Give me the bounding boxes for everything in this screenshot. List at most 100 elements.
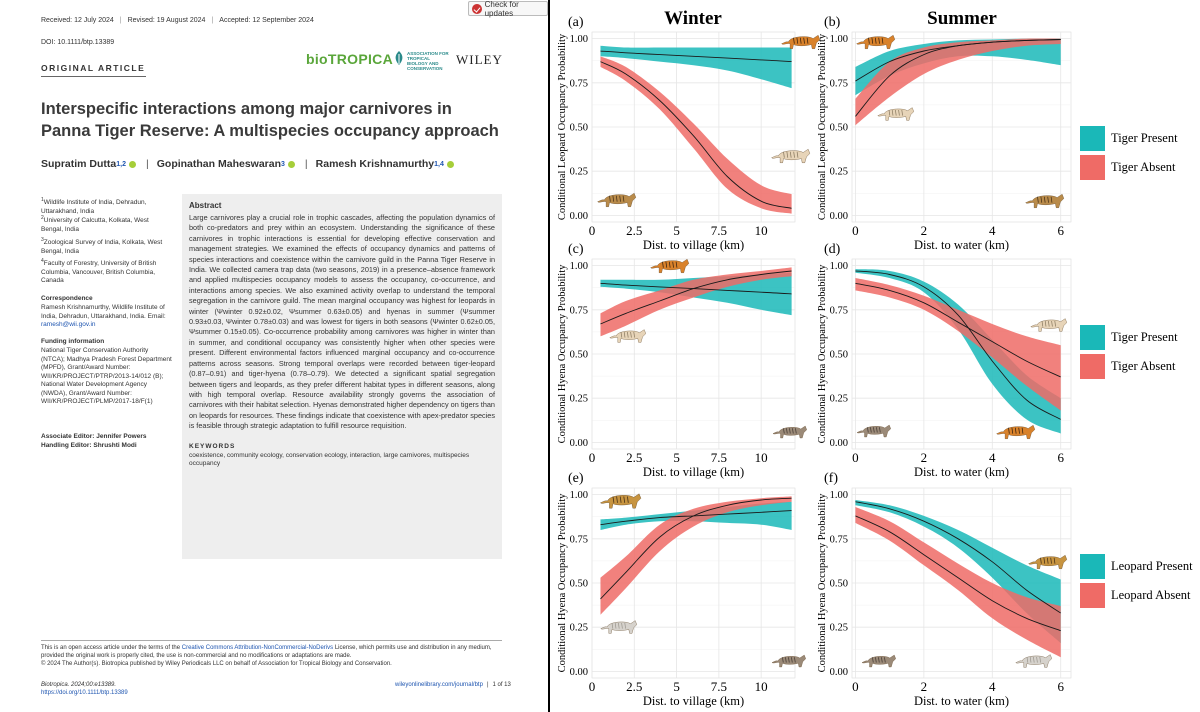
leopard-icon [1028, 554, 1068, 569]
x-tick-label: 7.5 [711, 223, 727, 238]
check-updates-button[interactable]: Check for updates [468, 0, 548, 18]
journal-logo: bioTROPICA [306, 51, 393, 67]
animal-stripe [675, 261, 678, 268]
panel-label: (e) [568, 471, 584, 486]
animal-stripe [1048, 320, 1050, 327]
hyena-icon [856, 424, 891, 438]
author-list: Supratim Dutta 1,2 | Gopinathan Maheswara… [41, 158, 462, 170]
leopard-faded-icon [600, 620, 637, 634]
x-tick-label: 0 [852, 223, 859, 238]
check-updates-label: Check for updates [484, 0, 519, 18]
y-tick-label: 0.25 [570, 623, 588, 634]
license-link[interactable]: Creative Commons Attribution-NonCommerci… [181, 645, 334, 651]
x-tick-label: 0 [852, 679, 859, 694]
correspondence-text: Ramesh Krishnamurthy, Wildlife Institute… [41, 304, 166, 328]
animal-stripe [668, 261, 671, 268]
leopard-faded-icon [1015, 654, 1052, 668]
tiger-faded-icon [877, 107, 914, 121]
animal-stripe [1033, 656, 1035, 663]
legend-tiger-hyena: Tiger Present Tiger Absent [1080, 325, 1178, 379]
animal-stripe [621, 622, 623, 629]
orcid-icon[interactable] [129, 160, 136, 168]
animal-stripe [1011, 427, 1014, 434]
y-tick-label: 1.00 [830, 490, 848, 501]
confidence-band [855, 269, 1061, 434]
animal-stripe [793, 37, 795, 44]
legend-item: Tiger Present [1080, 325, 1178, 350]
animal-stripe [789, 151, 792, 158]
panel-label: (f) [824, 471, 838, 486]
legend-swatch-absent [1080, 583, 1105, 608]
legend-item: Tiger Present [1080, 126, 1178, 151]
received-date: Received: 12 July 2024 [41, 17, 114, 24]
animal-stripe [1047, 196, 1049, 203]
panel-label: (a) [568, 15, 584, 30]
legend-item: Leopard Absent [1080, 583, 1193, 608]
accepted-date: Accepted: 12 September 2024 [219, 17, 314, 24]
society-logo-text: ASSOCIATION FOR TROPICAL BIOLOGY AND CON… [407, 51, 449, 71]
email-link[interactable]: ramesh@wii.gov.in [41, 321, 96, 328]
journal-url-link[interactable]: wileyonlinelibrary.com/journal/btp [395, 682, 483, 688]
animal-stripe [868, 37, 870, 44]
x-axis-label: Dist. to water (km) [914, 694, 1009, 708]
author-name[interactable]: Ramesh Krishnamurthy [315, 158, 435, 170]
x-tick-label: 10 [755, 450, 768, 465]
y-tick-label: 0.00 [570, 438, 588, 449]
y-tick-label: 0.50 [570, 350, 588, 361]
publisher-logo: WILEY [456, 52, 503, 67]
x-axis-label: Dist. to water (km) [914, 238, 1009, 252]
x-tick-label: 10 [755, 223, 768, 238]
chart-panel: 0.00 0.25 0.50 0.75 1.00 0 2.5 5 7.5 10 Dist. to v… [557, 242, 796, 479]
animal-stripe [879, 427, 881, 433]
mean-line [855, 270, 1061, 420]
animal-stripe [619, 496, 622, 503]
article-type-rule [41, 76, 146, 77]
footer-rule [41, 640, 502, 641]
y-tick-label: 0.75 [570, 534, 588, 545]
animal-stripe [796, 37, 799, 44]
funding-heading: Funding information [41, 338, 105, 345]
chart-panel: 0.00 0.25 0.50 0.75 1.00 0 2 4 6 Dist. to water (… [817, 15, 1072, 252]
animal-stripe [888, 109, 891, 116]
animal-stripe [891, 109, 894, 116]
confidence-band [855, 499, 1061, 644]
handling-editor: Handling Editor: Shrushti Modi [41, 442, 137, 449]
orcid-icon[interactable] [446, 160, 454, 168]
associate-editor: Associate Editor: Jennifer Powers [41, 433, 147, 440]
doi: DOI: 10.1111/btp.13389 [41, 39, 115, 46]
y-tick-label: 0.50 [830, 123, 848, 134]
orcid-icon[interactable] [287, 160, 295, 168]
tiger-faded-icon [771, 148, 811, 163]
y-tick-label: 0.50 [830, 579, 848, 590]
animal-stripe [867, 427, 869, 433]
animal-stripe [898, 109, 900, 116]
y-tick-label: 0.00 [570, 211, 588, 222]
paper-title: Interspecific interactions among major c… [41, 100, 499, 140]
mean-line [855, 515, 1061, 632]
author-affil-sup: 1,2 [116, 160, 126, 168]
x-tick-label: 4 [989, 223, 996, 238]
y-tick-label: 1.00 [830, 34, 848, 45]
funding-text: National Tiger Conservation Authority (N… [41, 347, 172, 405]
abstract-text: Large carnivores play a crucial role in … [189, 213, 495, 431]
animal-stripe [1040, 557, 1042, 564]
tiger-faded-icon [1030, 318, 1067, 332]
animal-stripe [665, 261, 668, 268]
author-name[interactable]: Gopinathan Maheswaran [156, 158, 282, 170]
animal-stripe [783, 428, 785, 434]
x-tick-label: 5 [673, 679, 680, 694]
affiliation: 2University of Calcutta, Kolkata, West B… [41, 215, 149, 233]
column-title: Winter [664, 8, 722, 29]
animal-stripe [875, 657, 877, 663]
citation-doi-link[interactable]: https://doi.org/10.1111/btp.13389 [41, 690, 128, 696]
legend-item: Tiger Absent [1080, 354, 1178, 379]
animal-stripe [884, 657, 886, 663]
y-tick-label: 0.75 [830, 534, 848, 545]
page-info: wileyonlinelibrary.com/journal/btp | 1 o… [395, 682, 511, 688]
chart-panel: 0.00 0.25 0.50 0.75 1.00 0 2 4 6 Dist. to water (… [817, 242, 1072, 479]
x-tick-label: 2.5 [626, 679, 642, 694]
legend-label: Leopard Absent [1111, 588, 1191, 602]
y-axis-label: Conditional Hyena Occupancy Probability [817, 493, 828, 673]
y-tick-label: 0.75 [830, 305, 848, 316]
author-name[interactable]: Supratim Dutta [41, 158, 117, 170]
